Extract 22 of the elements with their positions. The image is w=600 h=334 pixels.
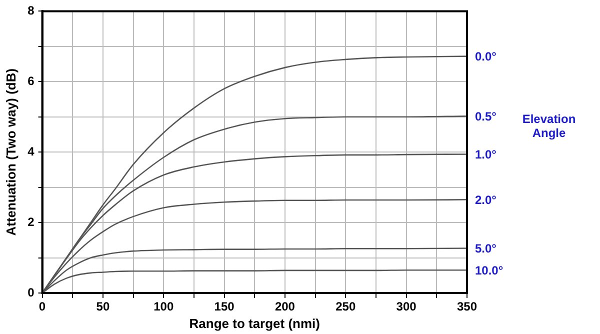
y-tick-label: 2 [28, 214, 35, 229]
y-tick-label: 0 [28, 285, 35, 300]
series-label: 0.5° [475, 109, 497, 124]
series-label: 0.0° [475, 50, 497, 64]
x-tick-label: 100 [154, 300, 174, 314]
x-tick-label: 0 [38, 300, 46, 314]
y-tick-label: 4 [28, 144, 35, 158]
series-label: 10.0° [475, 263, 504, 278]
x-tick-label: 350 [456, 300, 478, 314]
x-tick-label: 300 [396, 300, 417, 314]
x-axis-title: Range to target (nmi) [189, 316, 320, 331]
x-tick-label: 50 [96, 300, 110, 314]
y-axis-title: Attenuation (Two way) (dB) [3, 68, 18, 236]
legend-title: Elevation Angle [522, 112, 576, 140]
series-label: 5.0° [475, 242, 497, 256]
y-tick-label: 6 [28, 74, 35, 88]
y-tick-label: 8 [28, 4, 35, 18]
series-label: 2.0° [475, 192, 497, 207]
x-tick-label: 150 [214, 300, 235, 314]
x-tick-label: 200 [274, 300, 296, 314]
x-tick-label: 250 [336, 300, 356, 314]
series-label: 1.0° [475, 148, 497, 162]
